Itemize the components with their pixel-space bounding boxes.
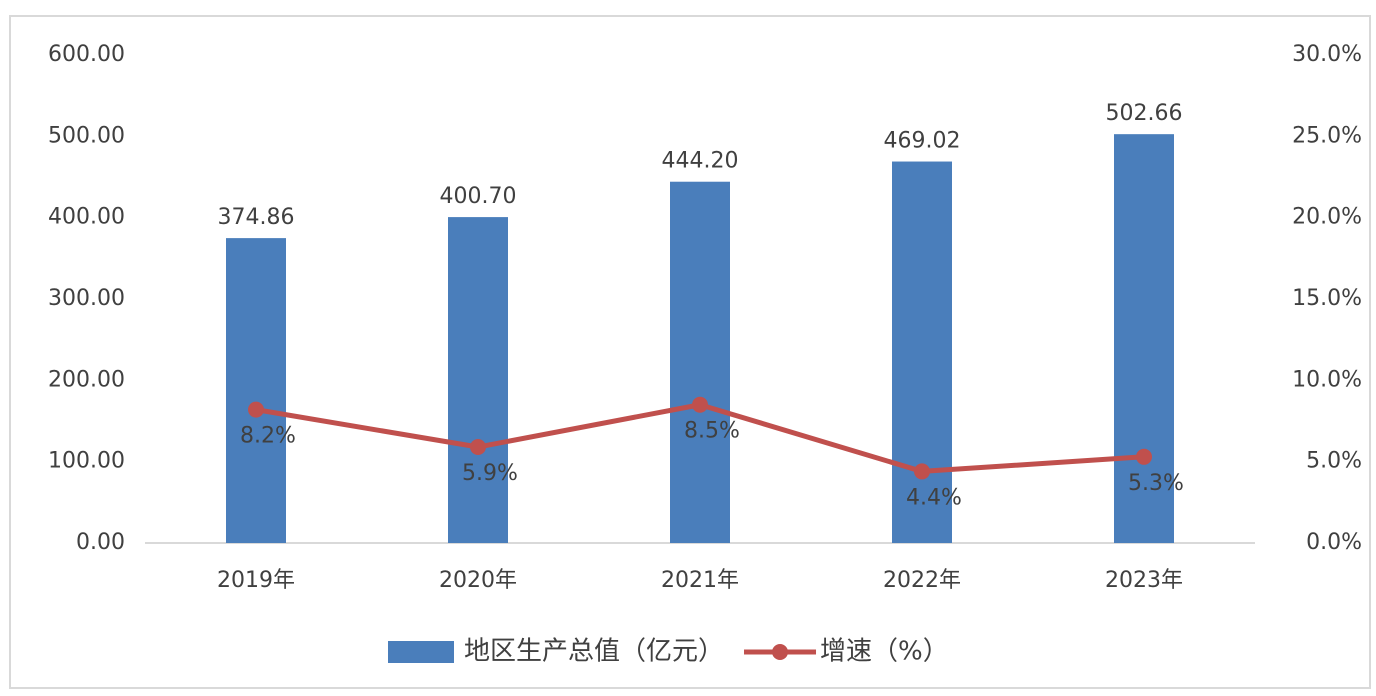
y-tick-label: 100.00 bbox=[48, 449, 125, 474]
y-tick-label: 600.00 bbox=[48, 42, 125, 67]
bar-value-label: 400.70 bbox=[440, 184, 517, 209]
y-tick-label: 500.00 bbox=[48, 123, 125, 148]
y2-tick-label: 0.0% bbox=[1306, 530, 1362, 555]
chart-frame bbox=[9, 15, 1371, 689]
bar bbox=[226, 238, 286, 543]
legend-marker bbox=[772, 644, 789, 660]
y2-tick-label: 10.0% bbox=[1292, 367, 1362, 392]
y2-tick-label: 20.0% bbox=[1292, 205, 1362, 230]
line-marker bbox=[248, 401, 264, 418]
bar-value-label: 502.66 bbox=[1106, 101, 1183, 126]
bar-value-label: 469.02 bbox=[884, 129, 961, 154]
y2-tick-label: 25.0% bbox=[1292, 123, 1362, 148]
y2-tick-label: 15.0% bbox=[1292, 286, 1362, 311]
line-marker bbox=[470, 439, 486, 456]
line-value-label: 8.2% bbox=[240, 424, 296, 449]
line-value-label: 8.5% bbox=[684, 419, 740, 444]
line-marker bbox=[1136, 448, 1152, 465]
y2-tick-label: 30.0% bbox=[1292, 42, 1362, 67]
y-tick-label: 0.00 bbox=[76, 530, 125, 555]
line-value-label: 5.3% bbox=[1128, 471, 1184, 496]
y-tick-label: 200.00 bbox=[48, 367, 125, 392]
bar bbox=[670, 181, 730, 543]
x-tick-label: 2019年 bbox=[217, 568, 295, 593]
bar bbox=[1114, 134, 1174, 543]
bar-value-label: 374.86 bbox=[218, 205, 295, 230]
bar-value-label: 444.20 bbox=[662, 149, 739, 174]
line-marker bbox=[914, 463, 930, 480]
y2-tick-label: 5.0% bbox=[1306, 449, 1362, 474]
x-tick-label: 2020年 bbox=[439, 568, 517, 593]
line-marker bbox=[692, 396, 708, 413]
x-tick-label: 2023年 bbox=[1105, 568, 1183, 593]
legend-label: 地区生产总值（亿元） bbox=[464, 637, 724, 667]
x-tick-label: 2022年 bbox=[883, 568, 961, 593]
legend-swatch bbox=[388, 641, 454, 663]
bar bbox=[448, 217, 508, 543]
x-tick-label: 2021年 bbox=[661, 568, 739, 593]
legend-label: 增速（%） bbox=[820, 637, 949, 667]
y-tick-label: 400.00 bbox=[48, 205, 125, 230]
line-value-label: 4.4% bbox=[906, 485, 962, 510]
line-value-label: 5.9% bbox=[462, 461, 518, 486]
y-tick-label: 300.00 bbox=[48, 286, 125, 311]
